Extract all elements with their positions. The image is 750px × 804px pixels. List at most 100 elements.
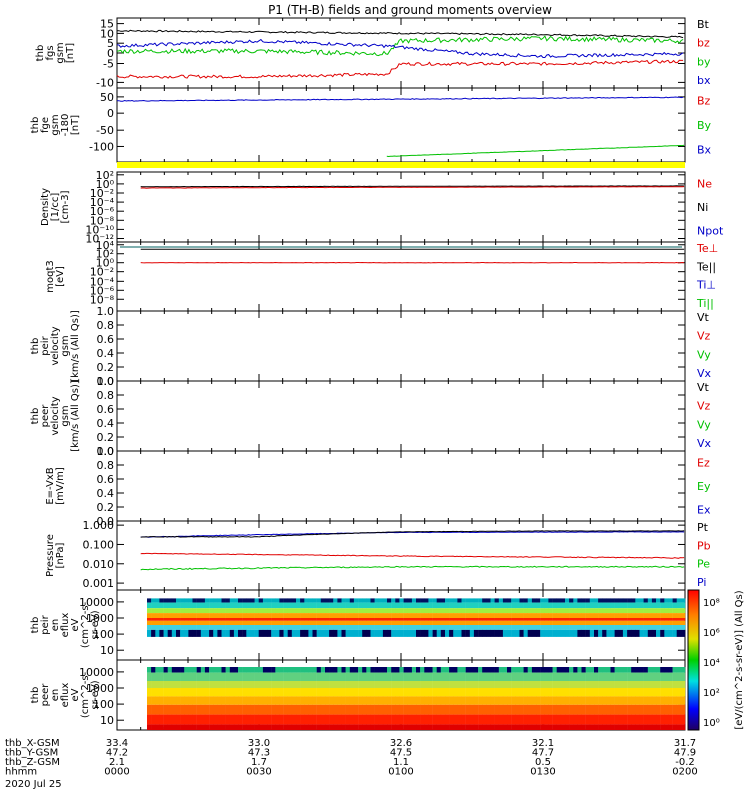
spectrogram-cell [251,621,255,625]
spectrogram-cell [371,681,375,688]
spectrogram-cell [644,613,648,618]
spectrogram-cell [548,681,552,688]
spectrogram-cell [271,603,275,609]
spectrogram-cell [474,621,478,625]
spectrogram-cell [524,618,528,621]
spectrogram-cell [611,603,615,609]
spectrogram-cell [577,618,581,621]
spectrogram-cell [424,705,428,715]
spectrogram-cell [321,621,325,625]
spectrogram-cell [586,715,590,725]
spectrogram-cell [532,681,536,688]
spectrogram-cell [292,625,296,630]
spectrogram-cell [226,667,230,673]
spectrogram-cell [354,598,358,602]
spectrogram-cell [606,625,610,630]
spectrogram-cell [503,630,507,637]
spectrogram-cell [164,608,168,613]
spectrogram-cell [300,603,304,609]
spectrogram-cell [172,625,176,630]
legend-ni: Ni [697,201,708,214]
spectrogram-cell [325,667,329,673]
spectrogram-cell [362,688,366,696]
spectrogram-cell [408,667,412,673]
spectrogram-cell [520,608,524,613]
spectrogram-cell [536,696,540,704]
spectrogram-cell [159,681,163,688]
spectrogram-cell [251,603,255,609]
spectrogram-cell [321,598,325,602]
spectrogram-cell [644,667,648,673]
spectrogram-cell [193,625,197,630]
spectrogram-cell [358,630,362,637]
y-tick-label: 1.000 [83,519,115,532]
spectrogram-cell [416,681,420,688]
spectrogram-cell [201,598,205,602]
spectrogram-cell [474,613,478,618]
spectrogram-cell [644,608,648,613]
spectrogram-cell [230,724,234,730]
spectrogram-cell [449,598,453,602]
spectrogram-cell [342,724,346,730]
spectrogram-cell [246,630,250,637]
spectrogram-cell [652,715,656,725]
spectrogram-cell [238,696,242,704]
spectrogram-cell [524,603,528,609]
spectrogram-cell [553,696,557,704]
spectrogram-cell [453,618,457,621]
spectrogram-cell [155,621,159,625]
spectrogram-cell [279,618,283,621]
spectrogram-cell [404,630,408,637]
spectrogram-cell [449,608,453,613]
spectrogram-cell [627,621,631,625]
spectrogram-cell [255,603,259,609]
spectrogram-cell [172,724,176,730]
spectrogram-cell [532,715,536,725]
spectrogram-cell [337,724,341,730]
spectrogram-cell [478,696,482,704]
spectrogram-cell [180,681,184,688]
spectrogram-cell [462,621,466,625]
spectrogram-cell [677,667,681,673]
spectrogram-cell [681,681,685,688]
spectrogram-cell [569,603,573,609]
spectrogram-cell [457,613,461,618]
spectrogram-cell [520,688,524,696]
spectrogram-cell [474,598,478,602]
spectrogram-cell [433,673,437,681]
spectrogram-cell [193,598,197,602]
spectrogram-cell [371,667,375,673]
spectrogram-cell [561,598,565,602]
spectrogram-cell [615,705,619,715]
spectrogram-cell [213,696,217,704]
spectrogram-cell [524,724,528,730]
spectrogram-cell [495,625,499,630]
spectrogram-cell [379,608,383,613]
spectrogram-cell [399,618,403,621]
spectrogram-cell [147,625,151,630]
spectrogram-cell [383,705,387,715]
spectrogram-cell [515,608,519,613]
spectrogram-cell [635,603,639,609]
spectrogram-cell [342,681,346,688]
spectrogram-cell [573,705,577,715]
spectrogram-cell [395,696,399,704]
spectrogram-cell [391,608,395,613]
spectrogram-cell [536,613,540,618]
spectrogram-cell [433,667,437,673]
spectrogram-cell [660,613,664,618]
spectrogram-cell [656,618,660,621]
spectrogram-cell [511,598,515,602]
spectrogram-cell [619,688,623,696]
spectrogram-cell [234,613,238,618]
spectrogram-cell [590,715,594,725]
spectrogram-cell [627,673,631,681]
spectrogram-cell [188,603,192,609]
spectrogram-cell [188,724,192,730]
spectrogram-cell [681,667,685,673]
spectrogram-cell [193,621,197,625]
spectrogram-cell [242,705,246,715]
spectrogram-cell [470,598,474,602]
spectrogram-cell [234,696,238,704]
spectrogram-cell [308,625,312,630]
